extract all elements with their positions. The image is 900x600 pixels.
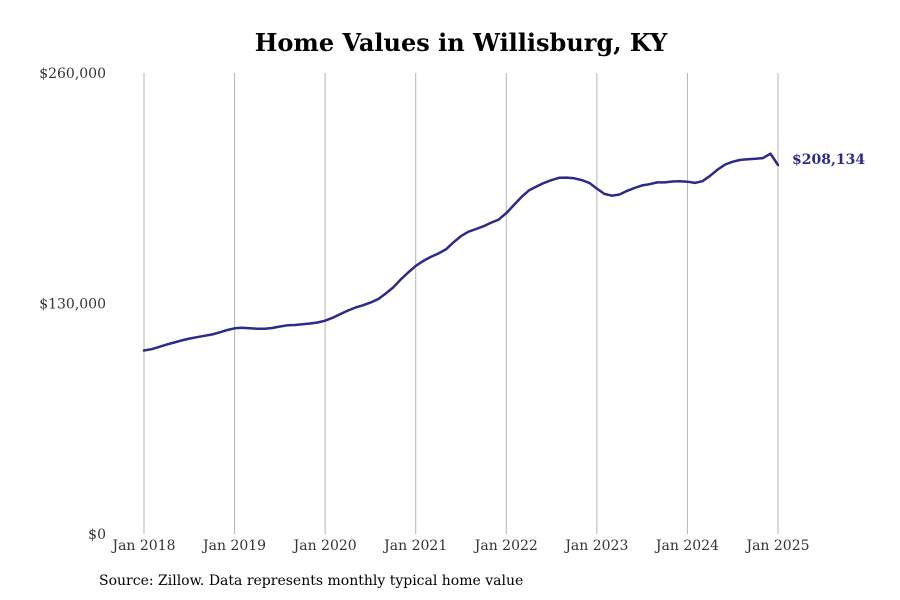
y-tick-label: $260,000: [39, 66, 106, 82]
x-tick-label: Jan 2021: [382, 538, 447, 554]
y-axis-ticks: $0 $130,000 $260,000: [39, 66, 106, 543]
end-value-label: $208,134: [792, 152, 865, 168]
chart-title: Home Values in Willisburg, KY: [255, 28, 668, 57]
x-axis-ticks: Jan 2018 Jan 2019 Jan 2020 Jan 2021 Jan 2022…: [110, 538, 809, 554]
x-tick-label: Jan 2025: [744, 538, 809, 554]
series-line: [142, 152, 780, 352]
x-gridlines: [143, 73, 779, 534]
x-tick-label: Jan 2020: [292, 538, 357, 554]
y-tick-label: $130,000: [39, 297, 106, 313]
x-tick-label: Jan 2023: [563, 538, 628, 554]
source-note: Source: Zillow. Data represents monthly …: [99, 573, 524, 589]
x-tick-label: Jan 2022: [473, 538, 538, 554]
y-tick-label: $0: [88, 527, 106, 543]
x-tick-label: Jan 2024: [654, 538, 719, 554]
x-tick-label: Jan 2018: [110, 538, 175, 554]
x-tick-label: Jan 2019: [201, 538, 266, 554]
